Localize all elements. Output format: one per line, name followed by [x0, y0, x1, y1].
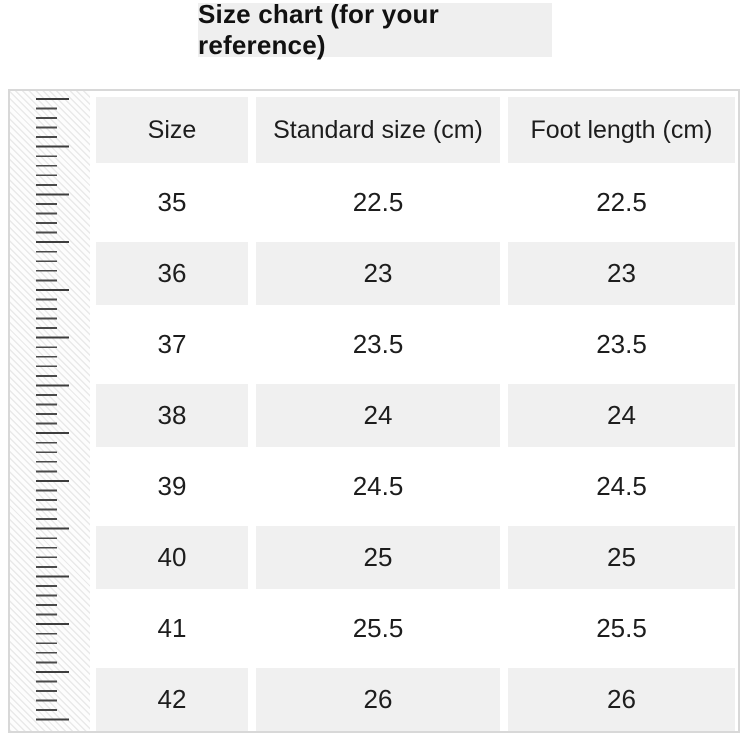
column-header-foot-length: Foot length (cm)	[508, 97, 735, 163]
cell-row8-foot: 26	[508, 668, 735, 731]
cell-row7-standard: 25.5	[352, 613, 404, 643]
cell-row4-size: 38	[96, 384, 248, 447]
cell-row8-size: 42	[96, 668, 248, 731]
cell-row5-size: 39	[157, 471, 187, 501]
cell-row3-foot: 23.5	[596, 329, 647, 359]
cell-row6-foot: 25	[508, 526, 735, 589]
cell-row3-standard: 23.5	[352, 329, 404, 359]
cell-row6-size: 40	[96, 526, 248, 589]
column-header-standard-size: Standard size (cm)	[256, 97, 500, 163]
cell-row5-standard: 24.5	[352, 471, 404, 501]
ruler-major-ticks	[36, 98, 69, 726]
cell-row3-size: 37	[157, 329, 187, 359]
cell-row2-size: 36	[96, 242, 248, 305]
cell-row1-foot: 22.5	[596, 187, 647, 217]
cell-row4-foot: 24	[508, 384, 735, 447]
cell-row8-standard: 26	[256, 668, 500, 731]
cell-row4-standard: 24	[256, 384, 500, 447]
column-header-size: Size	[96, 97, 248, 163]
cell-row7-foot: 25.5	[596, 613, 647, 643]
cell-row2-foot: 23	[508, 242, 735, 305]
cell-row5-foot: 24.5	[596, 471, 647, 501]
size-chart-panel: Size Standard size (cm) Foot length (cm)…	[8, 89, 740, 733]
cell-row1-standard: 22.5	[352, 187, 404, 217]
cell-row7-size: 41	[157, 613, 187, 643]
cell-row2-standard: 23	[256, 242, 500, 305]
size-table: Size Standard size (cm) Foot length (cm)…	[96, 97, 735, 731]
cell-row6-standard: 25	[256, 526, 500, 589]
ruler-graphic	[10, 91, 90, 731]
page-title: Size chart (for your reference)	[198, 0, 552, 60]
cell-row1-size: 35	[157, 187, 187, 217]
